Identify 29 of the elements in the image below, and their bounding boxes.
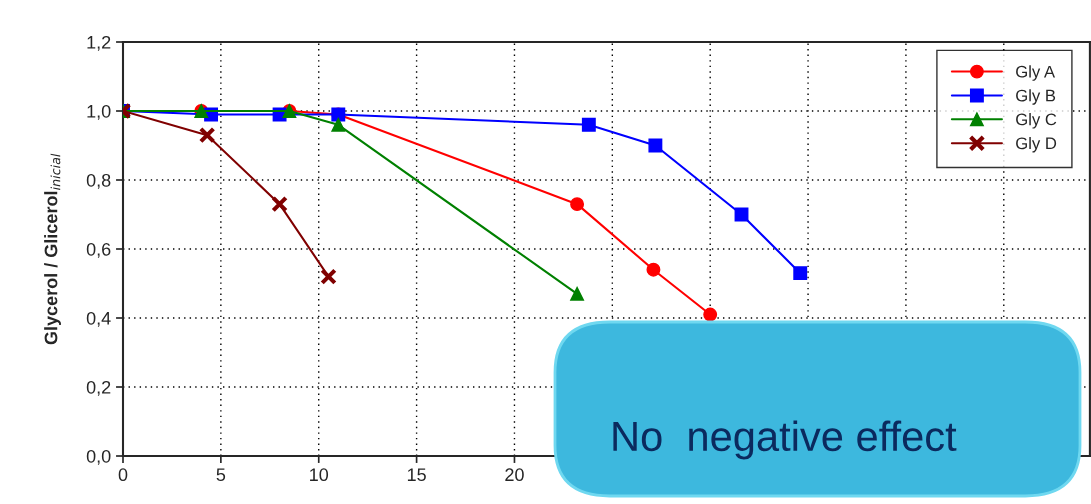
y-tick-label: 0,2 — [86, 380, 111, 396]
y-tick-label: 0,8 — [86, 173, 111, 189]
y-tick-label: 0,6 — [86, 242, 111, 258]
legend-label: Gly B — [1016, 89, 1056, 105]
point — [570, 197, 585, 212]
x-tick-label: 10 — [310, 468, 329, 482]
legend-label: Gly A — [1016, 65, 1056, 81]
point — [570, 286, 585, 301]
point — [320, 268, 337, 285]
point — [646, 262, 661, 277]
y-tick-label: 0,4 — [86, 311, 111, 327]
x-tick-label: 5 — [216, 468, 226, 482]
x-tick-label: 20 — [505, 468, 524, 482]
point — [581, 117, 596, 132]
legend-label: Gly D — [1016, 136, 1057, 153]
point — [198, 126, 216, 144]
annotation: No negative effect — [613, 420, 957, 460]
x-tick-label: 0 — [118, 468, 128, 482]
point — [703, 307, 718, 322]
legend-label: Gly C — [1016, 113, 1057, 129]
y-tick-label: 0,0 — [86, 449, 111, 465]
x-tick-label: 15 — [407, 468, 426, 482]
point — [331, 117, 346, 132]
point — [793, 266, 808, 281]
y-tick-label: 1,0 — [87, 104, 111, 120]
point — [648, 138, 663, 153]
point — [271, 195, 288, 213]
y-axis-title: Glycerol / Glicerol$_{inicial}$ — [44, 153, 61, 345]
y-tick-label: 1,2 — [87, 35, 111, 51]
